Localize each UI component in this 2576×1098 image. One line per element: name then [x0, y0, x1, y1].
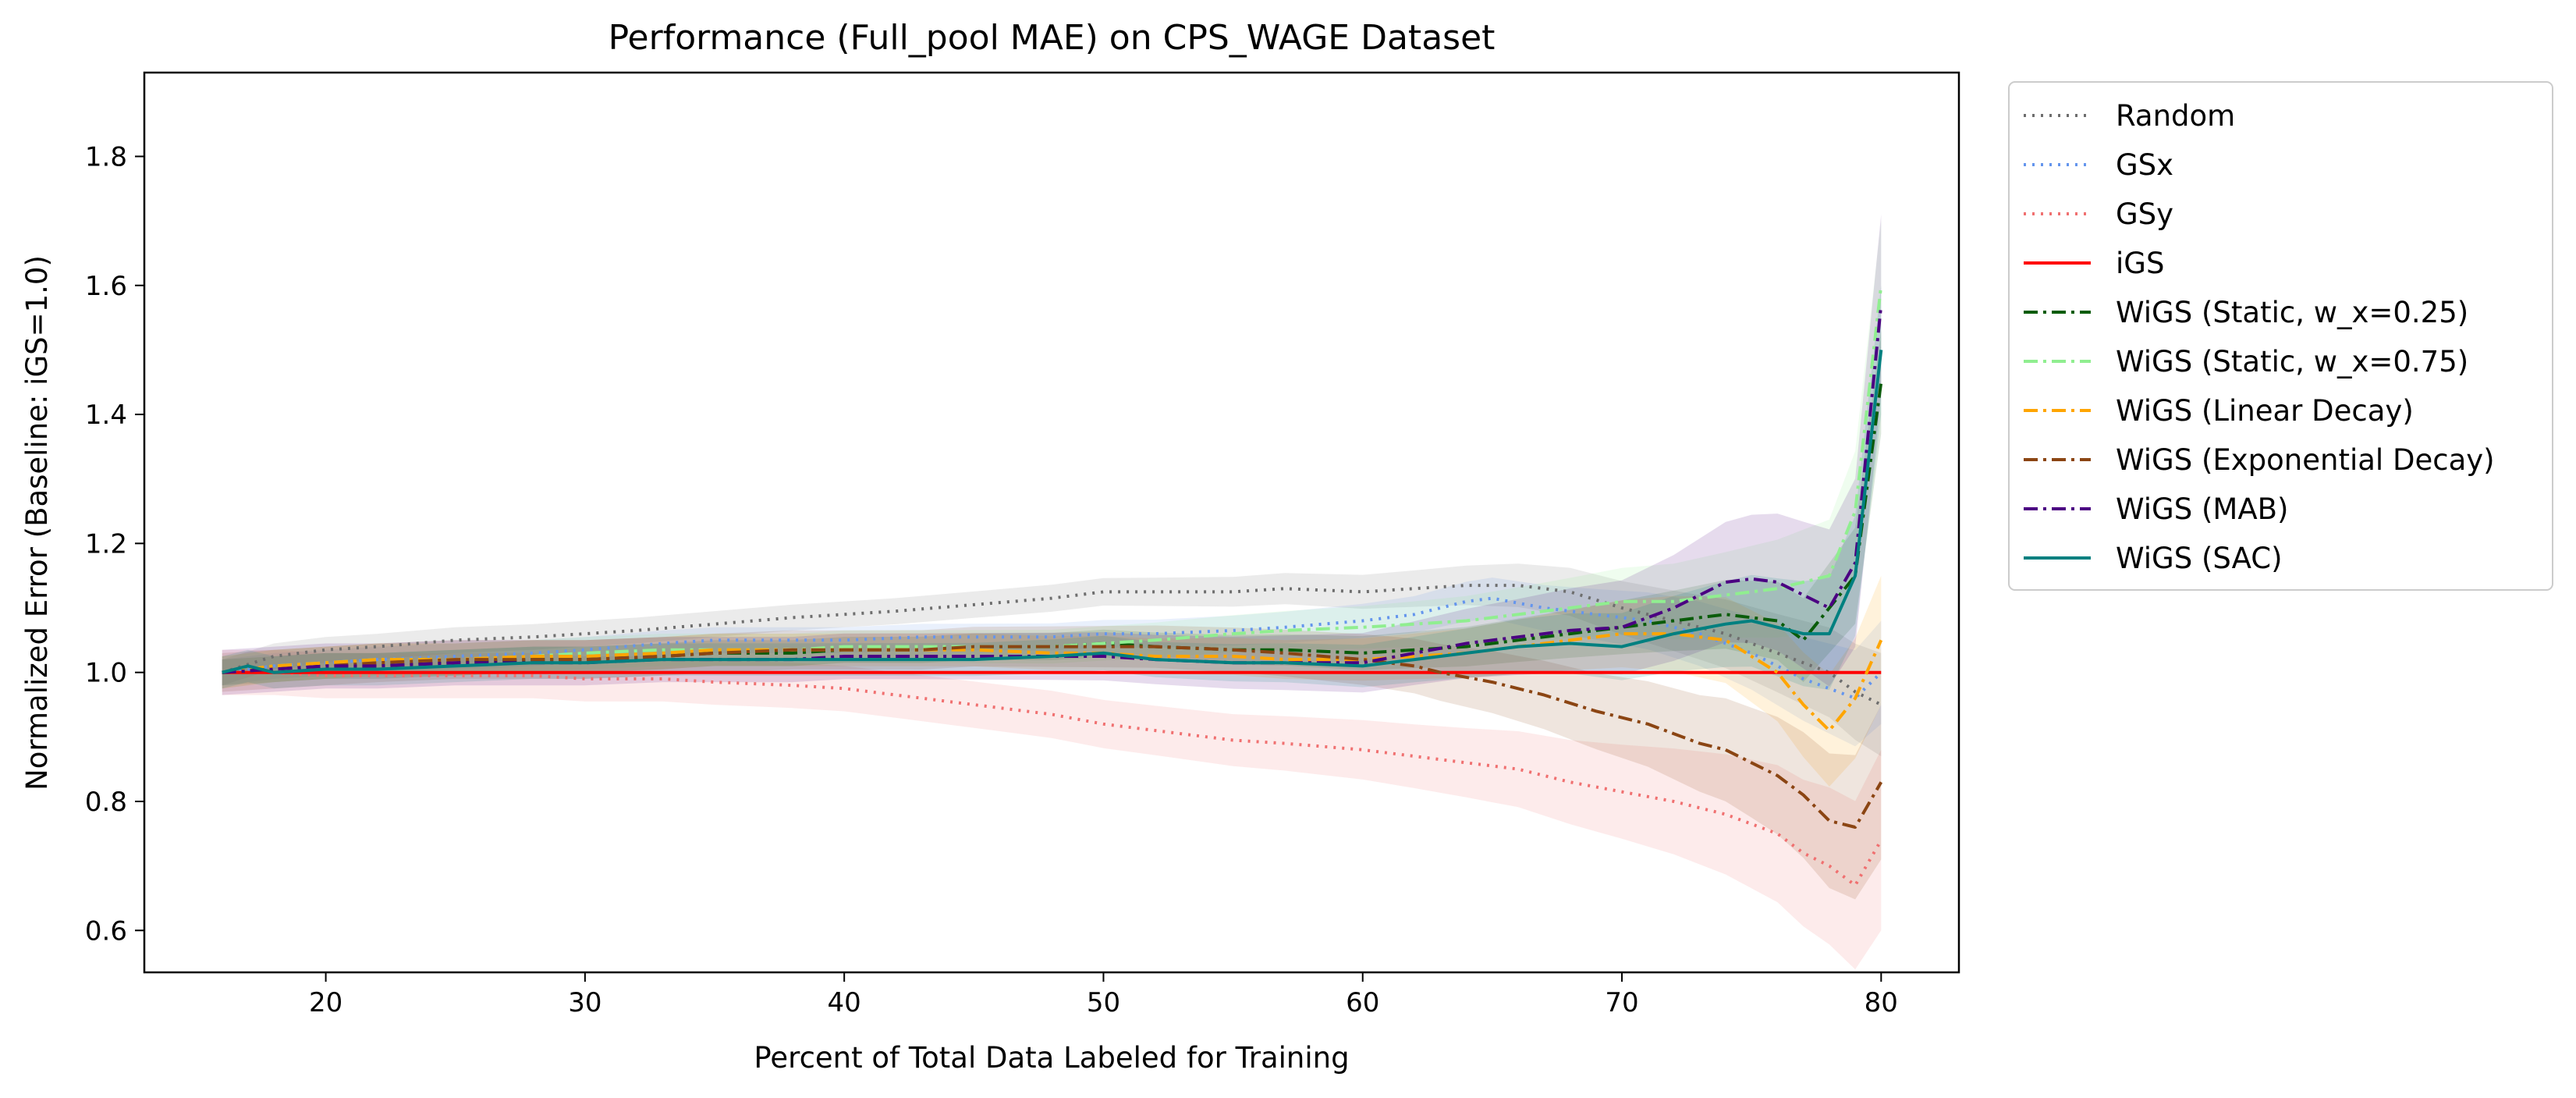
- y-tick-label: 1.6: [85, 271, 127, 302]
- series-line-wigs-static-w-x-0-75: [222, 285, 1883, 674]
- legend-label-wigs-exponential-decay: WiGS (Exponential Decay): [2116, 443, 2495, 477]
- legend-label-wigs-linear-decay: WiGS (Linear Decay): [2116, 394, 2414, 428]
- series-line-gsy: [222, 670, 1883, 887]
- x-axis-label: Percent of Total Data Labeled for Traini…: [754, 1041, 1349, 1075]
- y-axis: 0.6 0.8 1.0 1.2 1.4 1.6 1.8: [85, 141, 144, 947]
- legend-label-wigs-mab: WiGS (MAB): [2116, 492, 2288, 526]
- series-line-wigs-linear-decay: [222, 632, 1883, 733]
- band-wigs-linear-decay: [222, 575, 1882, 787]
- series-line-random: [222, 584, 1882, 706]
- band-wigs-sac: [222, 285, 1882, 690]
- plot-frame: [143, 71, 1960, 974]
- x-tick-label: 40: [828, 987, 861, 1018]
- legend-label-gsx: GSx: [2116, 148, 2173, 182]
- legend-label-wigs-sac: WiGS (SAC): [2116, 542, 2283, 575]
- x-tick-label: 50: [1087, 987, 1120, 1018]
- legend-label-gsy: GSy: [2116, 197, 2173, 231]
- y-axis-label: Normalized Error (Baseline: iGS=1.0): [20, 255, 54, 791]
- y-tick-label: 1.2: [85, 528, 127, 560]
- legend: Random GSx GSy iGS WiGS (Static, w_x=0.25) Wi…: [2008, 81, 2553, 591]
- x-tick-label: 80: [1865, 987, 1898, 1018]
- band-wigs-mab: [222, 214, 1882, 695]
- series-line-wigs-sac: [222, 350, 1883, 674]
- x-tick-label: 60: [1346, 987, 1379, 1018]
- legend-label-igs: iGS: [2116, 247, 2164, 280]
- y-tick-label: 1.0: [85, 658, 127, 689]
- band-gsy: [222, 649, 1882, 970]
- legend-frame: [2008, 81, 2553, 591]
- series-line-wigs-exponential-decay: [222, 645, 1883, 829]
- y-tick-label: 0.8: [85, 787, 127, 818]
- x-tick-label: 30: [568, 987, 601, 1018]
- x-tick-label: 20: [309, 987, 342, 1018]
- chart-title: Performance (Full_pool MAE) on CPS_WAGE …: [609, 18, 1496, 58]
- x-tick-label: 70: [1605, 987, 1638, 1018]
- x-axis: 20 30 40 50 60 70 80: [309, 972, 1898, 1018]
- band-wigs-exponential-decay: [222, 625, 1882, 900]
- legend-label-random: Random: [2116, 99, 2235, 133]
- legend-label-wigs-static-w-x-0-75: WiGS (Static, w_x=0.75): [2116, 345, 2468, 378]
- y-tick-label: 1.8: [85, 141, 127, 172]
- band-random: [222, 563, 1882, 757]
- confidence-bands: [222, 214, 1882, 970]
- series-lines: [222, 285, 1883, 887]
- legend-label-wigs-static-w-x-0-25: WiGS (Static, w_x=0.25): [2116, 296, 2468, 329]
- y-tick-label: 0.6: [85, 915, 127, 947]
- y-tick-label: 1.4: [85, 400, 127, 431]
